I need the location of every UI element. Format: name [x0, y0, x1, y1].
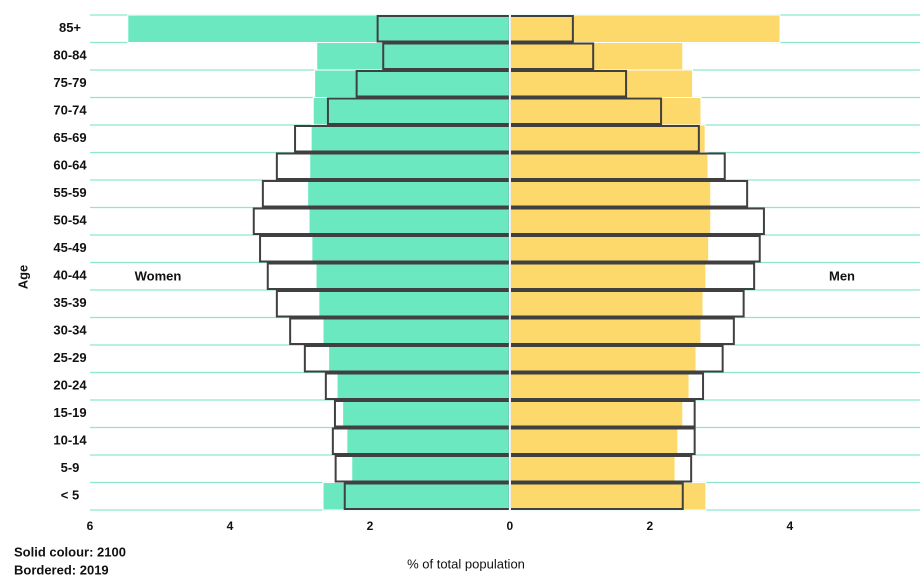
y-tick-label: 10-14 — [53, 433, 87, 448]
y-tick-label: 40-44 — [53, 268, 87, 283]
bar — [328, 344, 511, 373]
legend-label: Women — [135, 268, 182, 283]
bar — [346, 427, 511, 456]
bar — [127, 14, 511, 43]
bar — [509, 69, 694, 98]
y-tick-label: 85+ — [59, 20, 81, 35]
y-tick-label: 45-49 — [53, 240, 86, 255]
bar — [315, 262, 511, 291]
y-tick-label: 80-84 — [53, 48, 87, 63]
bar — [308, 207, 511, 236]
bar — [342, 399, 511, 428]
x-tick-label: 0 — [507, 519, 514, 533]
y-tick-label: 5-9 — [61, 460, 80, 475]
bar — [351, 454, 511, 483]
note: Bordered: 2019 — [14, 562, 109, 577]
bar — [509, 372, 690, 401]
bar — [509, 42, 684, 71]
bar — [509, 234, 710, 263]
bar — [509, 152, 709, 181]
y-tick-label: 20-24 — [53, 378, 87, 393]
y-tick-label: 75-79 — [53, 75, 86, 90]
bar — [318, 289, 511, 318]
bar — [509, 317, 702, 346]
y-tick-label: 50-54 — [53, 213, 87, 228]
y-tick-label: 65-69 — [53, 130, 86, 145]
y-tick-label: 70-74 — [53, 103, 87, 118]
y-tick-label: 60-64 — [53, 158, 87, 173]
bar — [310, 124, 511, 153]
bar — [316, 42, 511, 71]
bar — [336, 372, 511, 401]
y-tick-label: 30-34 — [53, 323, 87, 338]
bar — [509, 179, 712, 208]
x-tick-label: 4 — [786, 519, 793, 533]
bar — [307, 179, 511, 208]
y-tick-label: 15-19 — [53, 405, 86, 420]
x-tick-label: 4 — [227, 519, 234, 533]
y-tick-label: 35-39 — [53, 295, 86, 310]
bar — [314, 69, 511, 98]
y-axis-label: Age — [15, 265, 30, 290]
x-axis-label: % of total population — [407, 556, 525, 571]
x-tick-label: 2 — [647, 519, 654, 533]
legend-label: Men — [829, 268, 855, 283]
y-tick-label: 55-59 — [53, 185, 86, 200]
x-tick-label: 2 — [367, 519, 374, 533]
note: Solid colour: 2100 — [14, 544, 126, 559]
bar — [509, 262, 707, 291]
bar — [509, 14, 781, 43]
bar — [509, 124, 706, 153]
bar — [509, 427, 679, 456]
bar — [311, 234, 511, 263]
y-tick-label: 25-29 — [53, 350, 86, 365]
bar — [509, 482, 707, 511]
y-tick-label: < 5 — [61, 488, 79, 503]
bar — [509, 289, 704, 318]
bar — [309, 152, 511, 181]
bar — [322, 482, 511, 511]
bar — [322, 317, 511, 346]
x-tick-label: 6 — [87, 519, 94, 533]
bar — [509, 399, 684, 428]
bar — [509, 454, 676, 483]
bar — [312, 97, 511, 126]
bar — [509, 207, 712, 236]
bar — [509, 344, 697, 373]
bar — [509, 97, 702, 126]
